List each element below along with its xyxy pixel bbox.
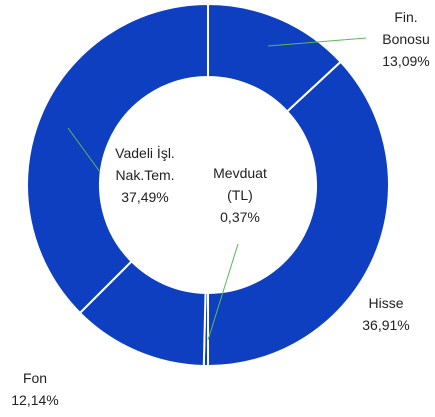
slice-label: Fon 12,14% — [0, 367, 70, 411]
slice-label: Hisse 36,91% — [351, 292, 421, 336]
value-label: 0,37% — [220, 209, 260, 225]
category-label: Hisse — [368, 295, 404, 311]
slice-label: Vadeli İşl. Nak.Tem. 37,49% — [103, 142, 187, 208]
category-label: Fin. Bonosu — [382, 9, 430, 47]
value-label: 13,09% — [382, 53, 430, 69]
value-label: 37,49% — [121, 189, 169, 205]
category-label: Vadeli İşl. Nak.Tem. — [115, 145, 175, 183]
slice-label: Fin. Bonosu 13,09% — [371, 6, 435, 72]
leader-line — [207, 243, 239, 341]
donut-slice — [207, 60, 390, 368]
value-label: 12,14% — [11, 392, 59, 408]
donut-slice — [26, 2, 209, 315]
slice-label: Mevduat (TL) 0,37% — [205, 162, 275, 228]
leader-line — [267, 37, 367, 47]
leader-lines — [67, 37, 367, 341]
category-label: Fon — [22, 370, 48, 386]
value-label: 36,91% — [362, 317, 410, 333]
leader-line — [67, 127, 101, 173]
category-label: Mevduat (TL) — [213, 165, 267, 203]
